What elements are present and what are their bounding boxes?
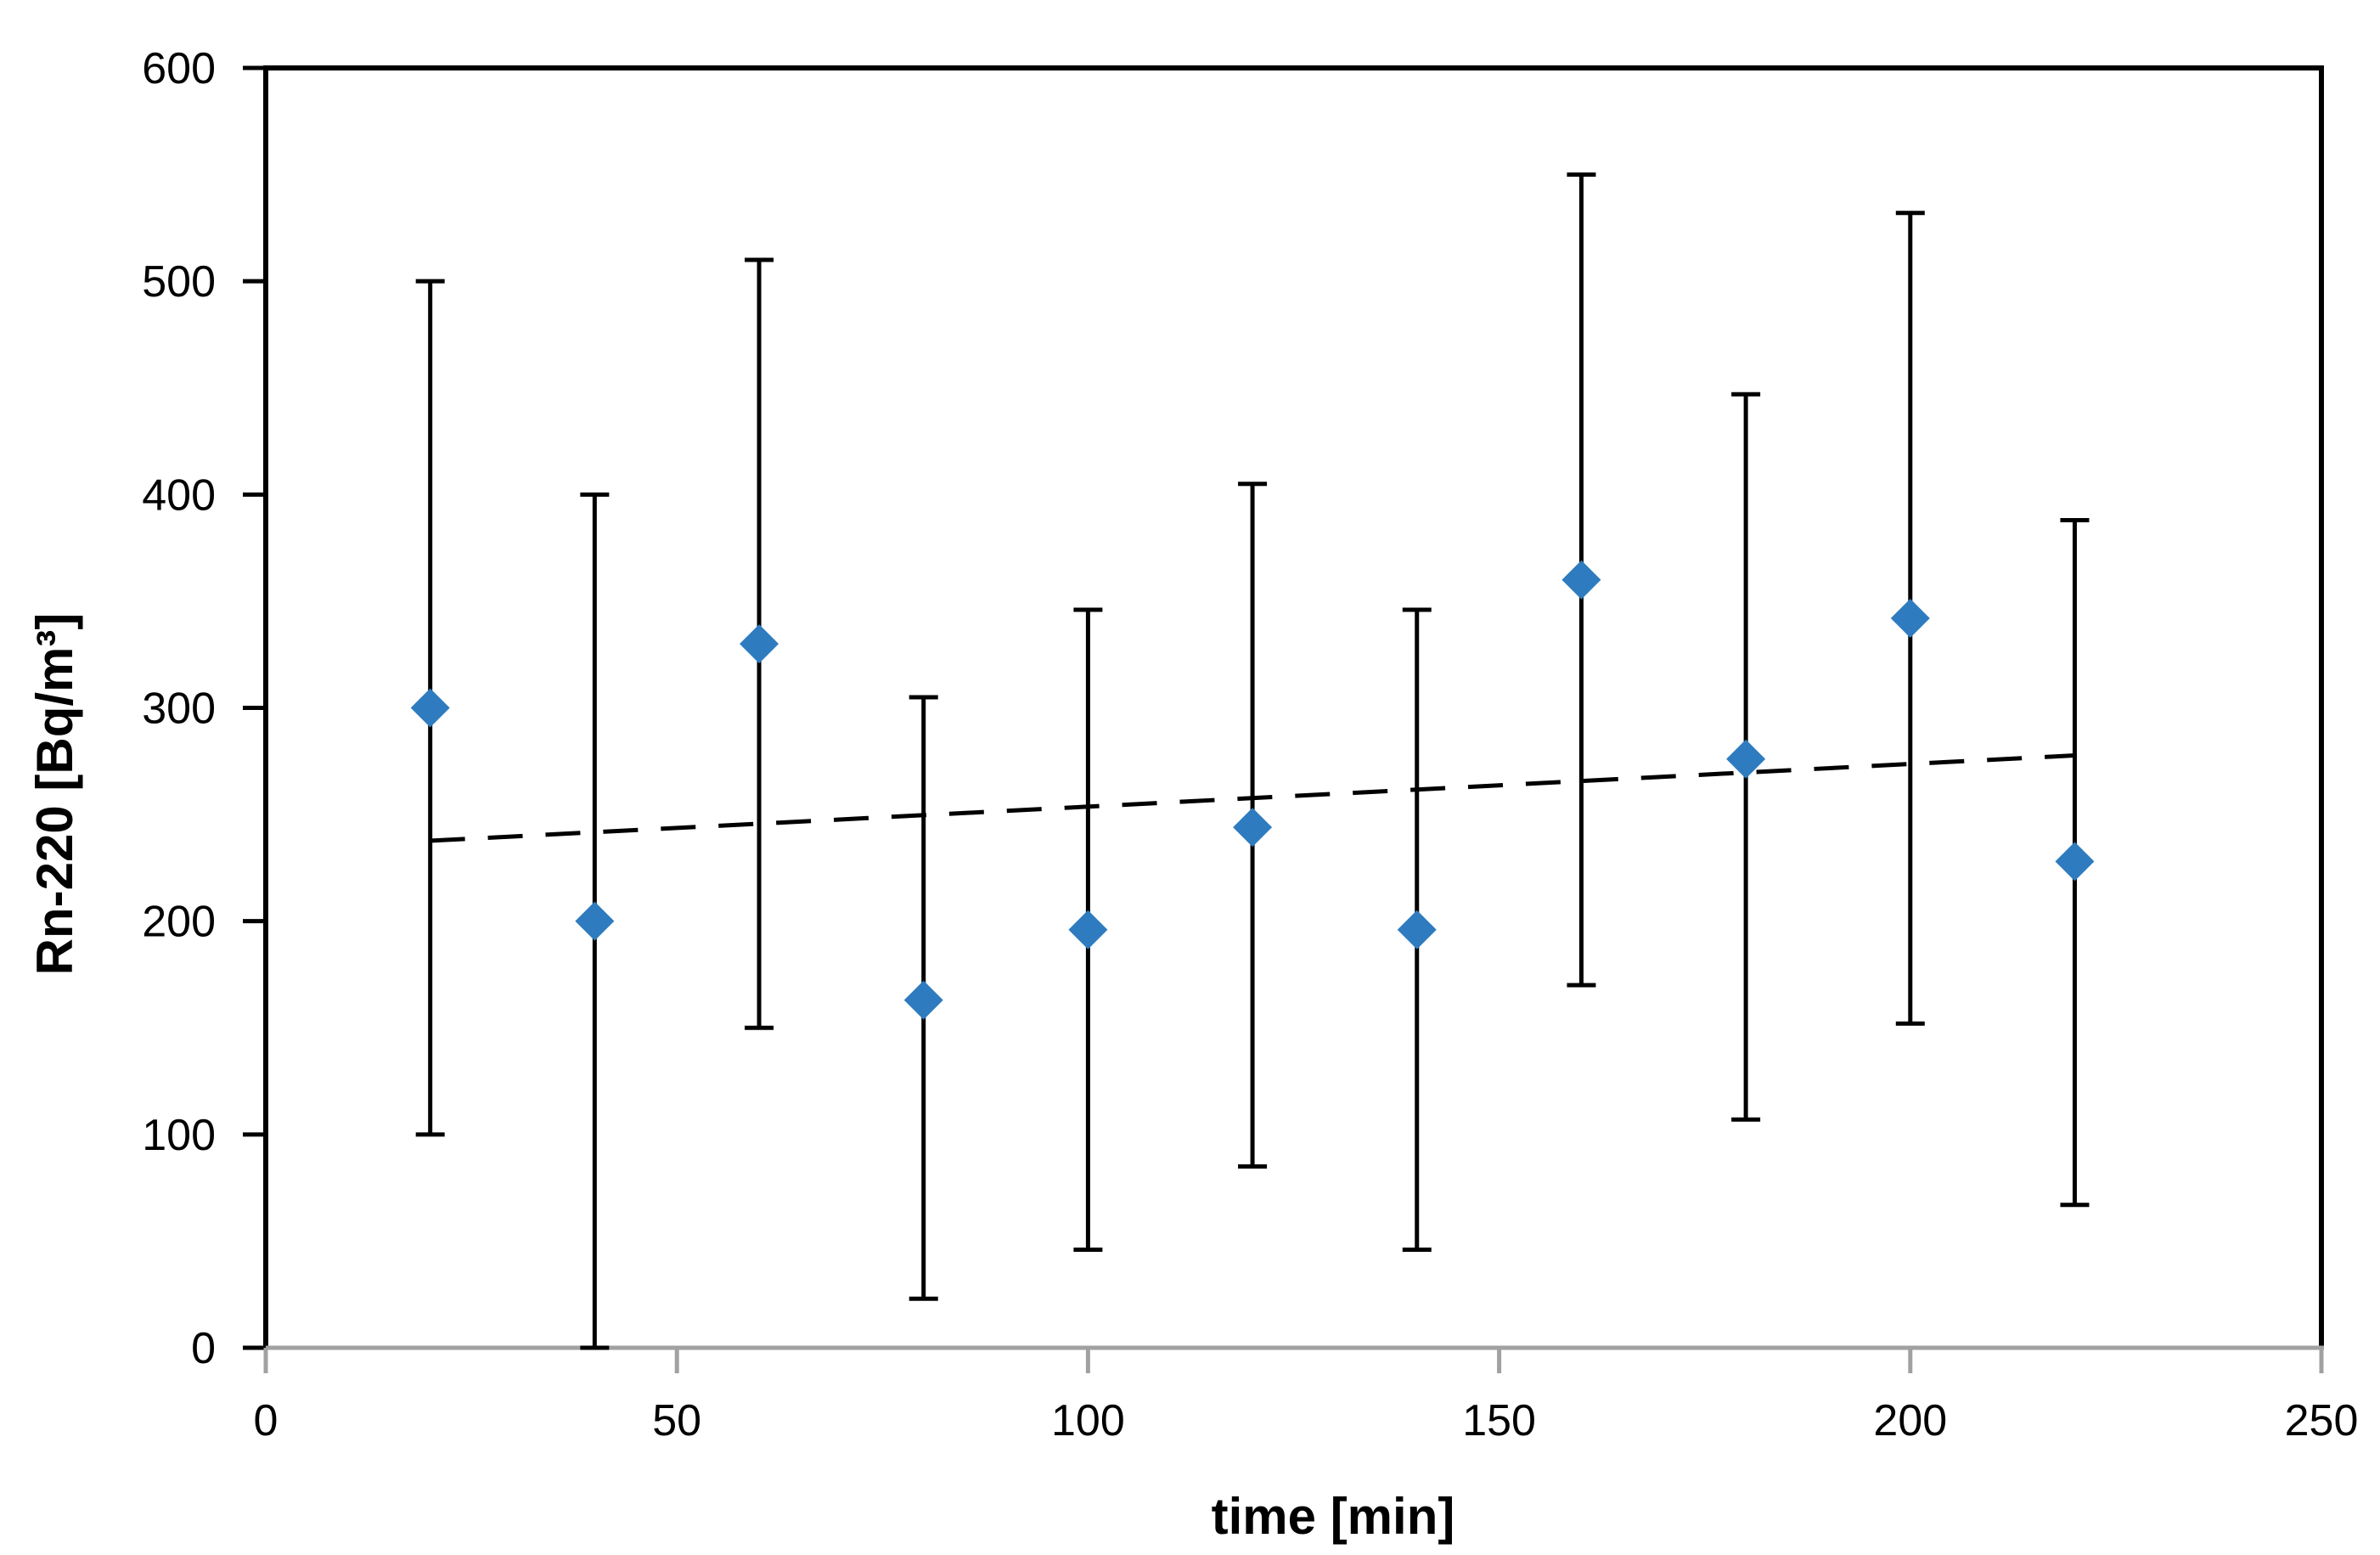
- data-point-marker: [575, 901, 615, 941]
- y-tick-label: 200: [142, 898, 216, 947]
- x-tick-label: 200: [1873, 1396, 1947, 1445]
- y-tick-label: 400: [142, 470, 216, 520]
- data-point-marker: [1397, 910, 1437, 949]
- y-tick-label: 500: [142, 257, 216, 307]
- data-point-marker: [903, 980, 943, 1020]
- data-point-marker: [1561, 560, 1601, 600]
- y-tick-label: 300: [142, 685, 216, 734]
- data-point-marker: [740, 624, 779, 664]
- y-tick-label: 0: [191, 1324, 216, 1373]
- x-axis-title: time [min]: [1212, 1488, 1455, 1545]
- data-point-marker: [1068, 910, 1108, 949]
- x-tick-label: 0: [254, 1396, 279, 1445]
- data-point-marker: [1890, 599, 1930, 639]
- data-point-marker: [1233, 808, 1273, 848]
- data-point-marker: [410, 688, 450, 728]
- y-tick-label: 600: [142, 44, 216, 93]
- x-tick-label: 250: [2285, 1396, 2359, 1445]
- y-tick-label: 100: [142, 1111, 216, 1160]
- data-point-marker: [1726, 739, 1766, 779]
- x-tick-label: 50: [652, 1396, 701, 1445]
- y-axis-title: Rn-220 [Bq/m³]: [26, 613, 83, 976]
- x-tick-label: 100: [1051, 1396, 1125, 1445]
- data-point-marker: [2055, 842, 2095, 882]
- x-tick-label: 150: [1462, 1396, 1536, 1445]
